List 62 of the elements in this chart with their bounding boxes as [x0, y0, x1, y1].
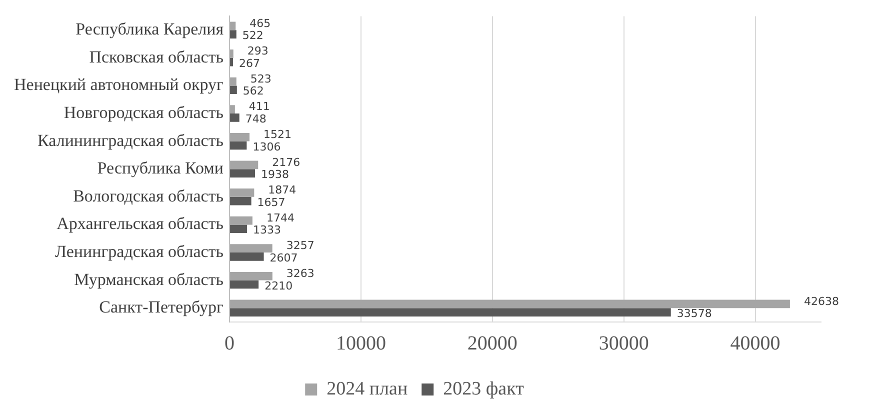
bar — [230, 196, 252, 206]
data-label: 2176 — [272, 156, 300, 169]
legend-label: 2023 факт — [443, 378, 525, 400]
legend-label: 2024 план — [326, 378, 408, 400]
bar — [230, 216, 252, 225]
y-tick-label: Псковская область — [89, 47, 224, 66]
x-tick-label: 20000 — [467, 332, 518, 354]
bar — [230, 132, 250, 142]
data-label: 465 — [250, 16, 271, 30]
data-label: 1306 — [252, 140, 281, 154]
data-label: 562 — [242, 84, 264, 98]
bar — [230, 272, 272, 280]
bar — [230, 244, 272, 252]
data-label: 3263 — [286, 266, 314, 280]
data-label: 522 — [242, 29, 264, 42]
data-label: 411 — [248, 100, 270, 114]
data-label: 1657 — [257, 196, 286, 209]
y-tick-label: Ленинградская область — [54, 242, 224, 261]
bar — [230, 188, 254, 197]
y-tick-label: Вологодская область — [73, 186, 224, 206]
data-label: 1333 — [253, 224, 282, 237]
bar — [230, 58, 234, 66]
bar — [230, 114, 240, 122]
y-tick-label: Санкт-Петербург — [99, 298, 224, 317]
bar — [230, 160, 258, 170]
bar — [230, 105, 235, 114]
data-label: 2607 — [270, 252, 298, 265]
x-tick-label: 40000 — [730, 332, 780, 354]
data-label: 33578 — [676, 307, 712, 320]
data-label: 523 — [250, 72, 272, 86]
bar — [230, 77, 236, 86]
y-tick-label: Архангельская область — [56, 214, 224, 234]
bar — [230, 50, 234, 58]
y-tick-label: Республика Коми — [97, 158, 224, 178]
bar — [230, 300, 790, 308]
x-tick-label: 10000 — [336, 332, 386, 354]
x-tick-label: 30000 — [598, 332, 649, 354]
y-tick-label: Республика Карелия — [76, 20, 224, 39]
data-label: 1938 — [261, 168, 289, 182]
x-tick-label: 0 — [224, 332, 235, 354]
bar — [230, 252, 264, 261]
data-label: 3257 — [286, 239, 314, 252]
bar — [230, 224, 248, 234]
bar — [230, 141, 247, 150]
bar — [230, 169, 255, 178]
data-label: 1521 — [264, 128, 292, 141]
data-label: 2210 — [264, 279, 293, 292]
data-label: 1874 — [268, 184, 296, 197]
bar — [230, 308, 671, 316]
data-label: 748 — [245, 112, 266, 126]
y-tick-label: Ненецкий автономный округ — [14, 75, 224, 94]
y-tick-label: Мурманская область — [74, 270, 224, 289]
data-label: 1744 — [266, 211, 294, 224]
data-label: 267 — [239, 56, 260, 70]
data-label: 42638 — [804, 294, 839, 308]
bar — [230, 86, 237, 94]
bar — [230, 22, 236, 30]
data-label: 293 — [247, 44, 268, 58]
y-tick-label: Новгородская область — [64, 102, 224, 122]
bar — [230, 280, 259, 289]
bar — [230, 30, 236, 38]
y-tick-label: Калининградская область — [38, 130, 224, 150]
